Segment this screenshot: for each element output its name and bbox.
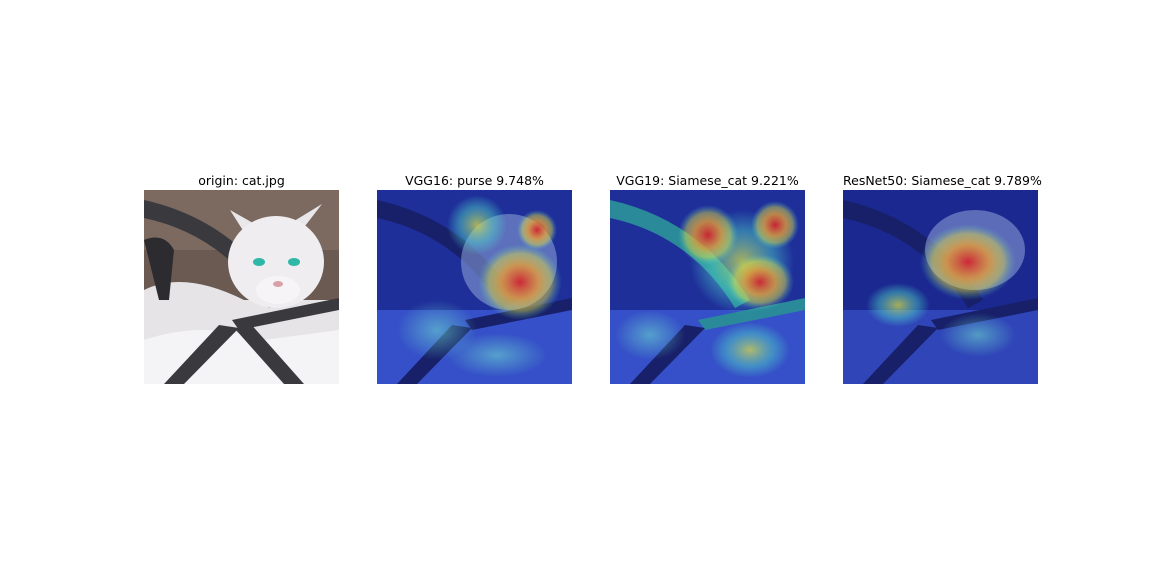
panel-title: origin: cat.jpg [198, 173, 285, 188]
cat-photo [144, 190, 339, 384]
panel-title: VGG16: purse 9.748% [405, 173, 544, 188]
heatmap-overlay [610, 190, 805, 384]
heatmap-overlay [377, 190, 572, 384]
panel-vgg16: VGG16: purse 9.748% [377, 172, 572, 384]
heatmap-overlay [843, 190, 1038, 384]
panel-resnet50: ResNet50: Siamese_cat 9.789% [843, 172, 1042, 384]
panel-vgg19: VGG19: Siamese_cat 9.221% [610, 172, 805, 384]
panel-original: origin: cat.jpg [144, 172, 339, 384]
panel-title: ResNet50: Siamese_cat 9.789% [843, 173, 1042, 188]
cat-face [228, 204, 324, 308]
panel-title: VGG19: Siamese_cat 9.221% [616, 173, 799, 188]
